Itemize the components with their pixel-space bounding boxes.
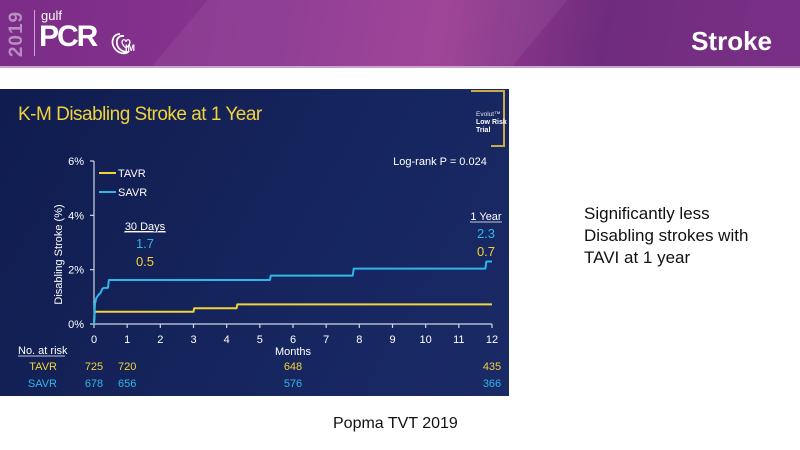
header-decoration (152, 0, 568, 66)
annotation-1year-label: 1 Year (470, 211, 502, 223)
annotation-30days-tavr: 0.5 (136, 254, 154, 269)
x-tick-label: 9 (389, 334, 395, 346)
chart-title: K-M Disabling Stroke at 1 Year (18, 104, 262, 125)
slide-header: 2019 gulf PCR IM Stroke (0, 0, 800, 66)
annotation-1year-tavr: 0.7 (477, 244, 495, 259)
at-risk-value: 648 (284, 361, 302, 373)
header-underline (0, 66, 800, 68)
logo-year: 2019 (2, 8, 32, 60)
at-risk-value: 366 (483, 378, 501, 390)
x-tick-label: 10 (420, 334, 432, 346)
series-line-savr (93, 260, 492, 325)
annotation-30days-savr: 1.7 (136, 236, 154, 251)
at-risk-label: No. at risk (18, 345, 68, 357)
legend-label-savr: SAVR (118, 187, 147, 199)
trial-badge-line3: Trial (476, 127, 491, 134)
at-risk-value: 656 (118, 378, 136, 390)
logo-year-text: 2019 (6, 10, 27, 58)
logrank-pvalue: Log-rank P = 0.024 (393, 156, 487, 168)
citation: Popma TVT 2019 (333, 415, 458, 432)
x-tick-label: 8 (356, 334, 362, 346)
at-risk-value: 720 (118, 361, 136, 373)
logo-divider (34, 10, 35, 56)
logo-gulf: gulf (41, 8, 62, 23)
at-risk-value: 435 (483, 361, 501, 373)
x-axis-label: Months (275, 346, 312, 358)
annotation-30days-label: 30 Days (125, 221, 166, 233)
y-tick-label: 0% (68, 319, 84, 331)
side-note: Significantly less Disabling strokes wit… (584, 203, 784, 269)
trial-badge-line2: Low Risk (476, 119, 507, 126)
side-note-line: Significantly less (584, 204, 710, 223)
y-tick-label: 2% (68, 265, 84, 277)
x-tick-label: 2 (157, 334, 163, 346)
annotation-1year-savr: 2.3 (477, 226, 495, 241)
at-risk-value: 576 (284, 378, 302, 390)
trial-badge-line1: Evolut™ (476, 111, 501, 118)
chart-panel: K-M Disabling Stroke at 1 Year Evolut™ L… (0, 89, 509, 396)
x-tick-label: 7 (323, 334, 329, 346)
side-note-line: Disabling strokes with (584, 226, 749, 245)
y-tick-label: 4% (68, 210, 84, 222)
x-tick-label: 12 (486, 334, 498, 346)
x-tick-label: 3 (190, 334, 196, 346)
x-tick-label: 1 (124, 334, 130, 346)
at-risk-row-label-tavr: TAVR (29, 361, 57, 373)
logo-pcr: PCR (39, 20, 98, 53)
heart-logo-icon (111, 33, 131, 55)
slide-title: Stroke (691, 26, 772, 56)
km-chart: 0%2%4%6%0 1 2 3 4 5 6 7 8 9 10 11 12MonthsDisabling … (18, 156, 502, 390)
side-note-line: TAVI at 1 year (584, 248, 691, 267)
logo-cim-text: IM (125, 43, 135, 53)
x-tick-label: 4 (224, 334, 230, 346)
series-line-tavr (93, 303, 492, 325)
x-tick-label: 6 (290, 334, 296, 346)
at-risk-value: 678 (85, 378, 103, 390)
at-risk-value: 725 (85, 361, 103, 373)
x-tick-label: 0 (91, 334, 97, 346)
trial-badge-frame (471, 90, 505, 147)
at-risk-row-label-savr: SAVR (28, 378, 57, 390)
legend-label-tavr: TAVR (118, 168, 146, 180)
y-axis-label: Disabling Stroke (%) (53, 204, 65, 304)
y-tick-label: 6% (68, 156, 84, 168)
x-tick-label: 5 (257, 334, 263, 346)
x-tick-label: 11 (453, 334, 464, 346)
